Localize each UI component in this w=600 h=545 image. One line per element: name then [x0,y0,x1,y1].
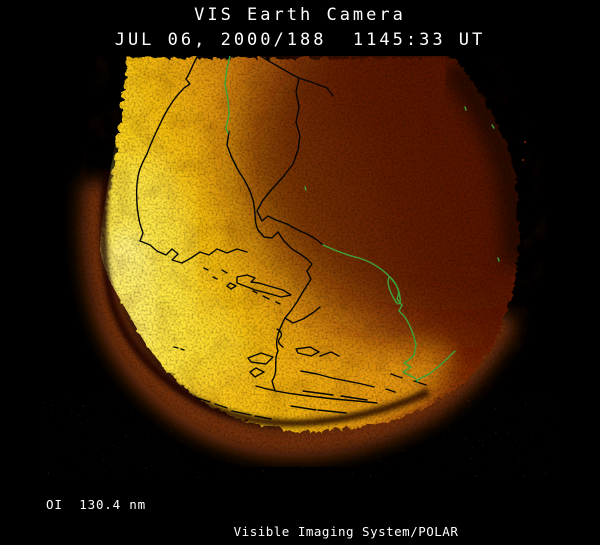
coastline-gulf [226,131,321,324]
coastline-east [256,77,324,246]
page-title: VIS Earth Camera [194,5,406,25]
coastline-night-limb [416,350,456,381]
sky-dot [524,141,526,143]
sky-dot [522,159,524,161]
coastline-west [135,56,248,264]
image-noise [70,56,547,455]
coastline-north [259,56,334,97]
coastlines-nightside [224,56,500,383]
globe [40,56,560,478]
sky-speckle [40,398,560,478]
night-limb-fade [440,56,532,268]
timestamp: JUL 06, 2000/188 1145:33 UT [114,30,486,50]
coastline-isthmus [271,317,286,392]
wavelength-label: OI 130.4 nm [46,497,146,512]
coastline-night-specks [304,106,500,262]
coastline-night-top [224,56,231,134]
credits: Visible Imaging System/POLAR The Univers… [196,493,496,545]
island-chain [173,267,292,351]
coastline-night-island [387,276,401,305]
credit-line-1: Visible Imaging System/POLAR [233,524,459,539]
